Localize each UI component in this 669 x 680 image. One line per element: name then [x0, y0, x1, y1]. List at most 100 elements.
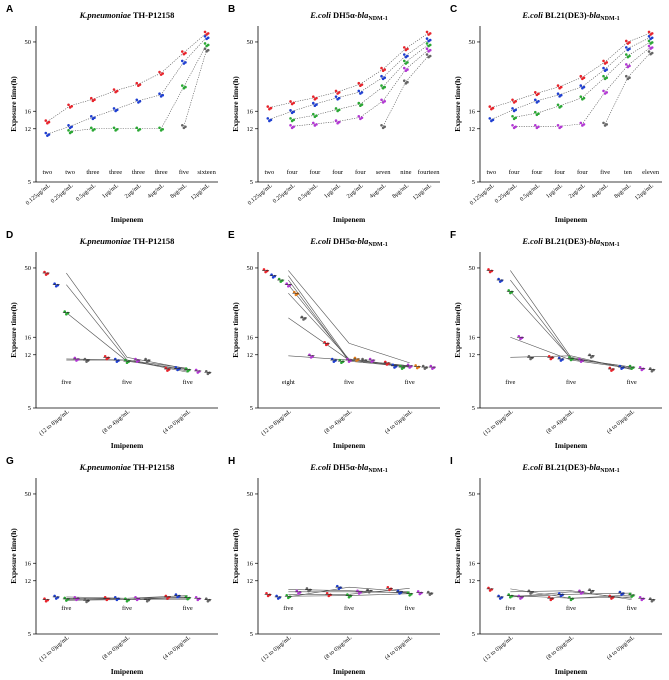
data-point-group: [103, 595, 111, 602]
data-point: [404, 48, 408, 52]
data-point: [325, 592, 329, 595]
y-axis-label: Exposure time(h): [453, 76, 462, 132]
data-point-group: [624, 46, 631, 52]
data-point-group: [380, 66, 387, 73]
panel-letter: F: [450, 230, 456, 241]
data-point: [556, 123, 560, 127]
count-annotation: four: [287, 169, 299, 176]
data-point: [408, 366, 411, 369]
data-point: [203, 30, 207, 34]
count-annotation: five: [283, 605, 293, 612]
y-tick-label: 5: [250, 405, 253, 412]
data-point-group: [547, 595, 555, 602]
data-point: [44, 131, 48, 135]
data-point-group: [42, 270, 50, 276]
data-point: [559, 594, 563, 598]
data-point-group: [274, 594, 282, 600]
data-point-group: [292, 290, 300, 297]
data-point: [144, 597, 147, 600]
data-point: [313, 124, 317, 127]
count-annotation: four: [509, 169, 521, 176]
data-point-group: [203, 34, 210, 41]
data-point: [334, 95, 338, 98]
data-point-group: [322, 340, 330, 347]
data-point: [602, 59, 605, 63]
data-point: [359, 117, 362, 121]
data-point-group: [184, 595, 192, 601]
data-point: [67, 123, 70, 127]
data-point: [275, 594, 278, 598]
data-point-group: [334, 107, 341, 113]
y-tick-label: 50: [247, 491, 254, 498]
data-point: [68, 126, 72, 130]
data-point: [624, 63, 628, 66]
y-axis-label: Exposure time(h): [9, 528, 18, 584]
data-point: [498, 597, 502, 600]
data-point: [558, 86, 561, 90]
data-point: [512, 109, 516, 113]
data-point-group: [624, 53, 631, 59]
data-point-group: [112, 88, 119, 94]
data-point-group: [42, 597, 50, 603]
data-point: [265, 592, 268, 595]
data-point: [332, 360, 336, 363]
data-point: [533, 98, 537, 102]
data-point: [125, 361, 129, 365]
data-point-group: [496, 594, 504, 600]
x-tick-label: 2μg/mL: [346, 183, 365, 200]
data-point: [204, 369, 208, 373]
title-organism: E.coli: [309, 462, 331, 472]
count-annotation: four: [577, 169, 589, 176]
data-point: [359, 104, 362, 107]
data-point: [302, 318, 305, 321]
data-point-group: [269, 273, 277, 279]
data-point: [610, 369, 613, 372]
title-gene-subscript: NDM-1: [600, 242, 619, 248]
data-point: [135, 81, 139, 85]
series-line-gray: [183, 49, 207, 127]
panel-letter: E: [228, 230, 235, 241]
data-point: [626, 42, 630, 45]
data-point: [113, 595, 117, 599]
x-tick-label: 2μg/mL: [124, 183, 143, 200]
data-point: [404, 55, 408, 59]
data-point-group: [357, 89, 364, 95]
data-point-group: [365, 588, 373, 594]
data-point: [75, 598, 78, 602]
data-point: [628, 364, 632, 368]
data-point: [114, 129, 117, 132]
data-point-group: [335, 584, 343, 591]
data-point-group: [380, 98, 387, 104]
title-strain: DH5α-: [331, 236, 358, 246]
data-point: [335, 584, 339, 588]
y-tick-label: 50: [469, 39, 476, 46]
data-point: [535, 113, 539, 117]
data-point: [589, 590, 593, 594]
count-annotation: three: [155, 169, 168, 176]
data-point: [406, 591, 410, 594]
series-line-blue: [269, 39, 429, 120]
data-point: [44, 599, 48, 603]
data-point: [337, 587, 341, 591]
data-point: [203, 42, 207, 45]
data-point: [85, 360, 88, 363]
y-tick-label: 12: [247, 126, 254, 133]
data-point: [125, 599, 129, 603]
data-point: [112, 126, 116, 130]
data-point-group: [385, 585, 393, 592]
data-point: [338, 358, 342, 362]
data-point: [203, 34, 207, 38]
data-point: [512, 117, 516, 121]
data-point-group: [383, 360, 391, 366]
data-point-group: [52, 594, 60, 600]
data-point-group: [511, 123, 518, 130]
data-point: [381, 69, 385, 73]
data-point: [205, 50, 208, 53]
x-tick-label: 0.5μg/mL: [297, 183, 319, 203]
data-point: [182, 86, 186, 90]
data-point-group: [123, 597, 131, 603]
data-point: [381, 126, 385, 130]
y-axis-label: Exposure time(h): [453, 302, 462, 358]
data-point: [293, 290, 296, 294]
data-point: [620, 593, 623, 596]
